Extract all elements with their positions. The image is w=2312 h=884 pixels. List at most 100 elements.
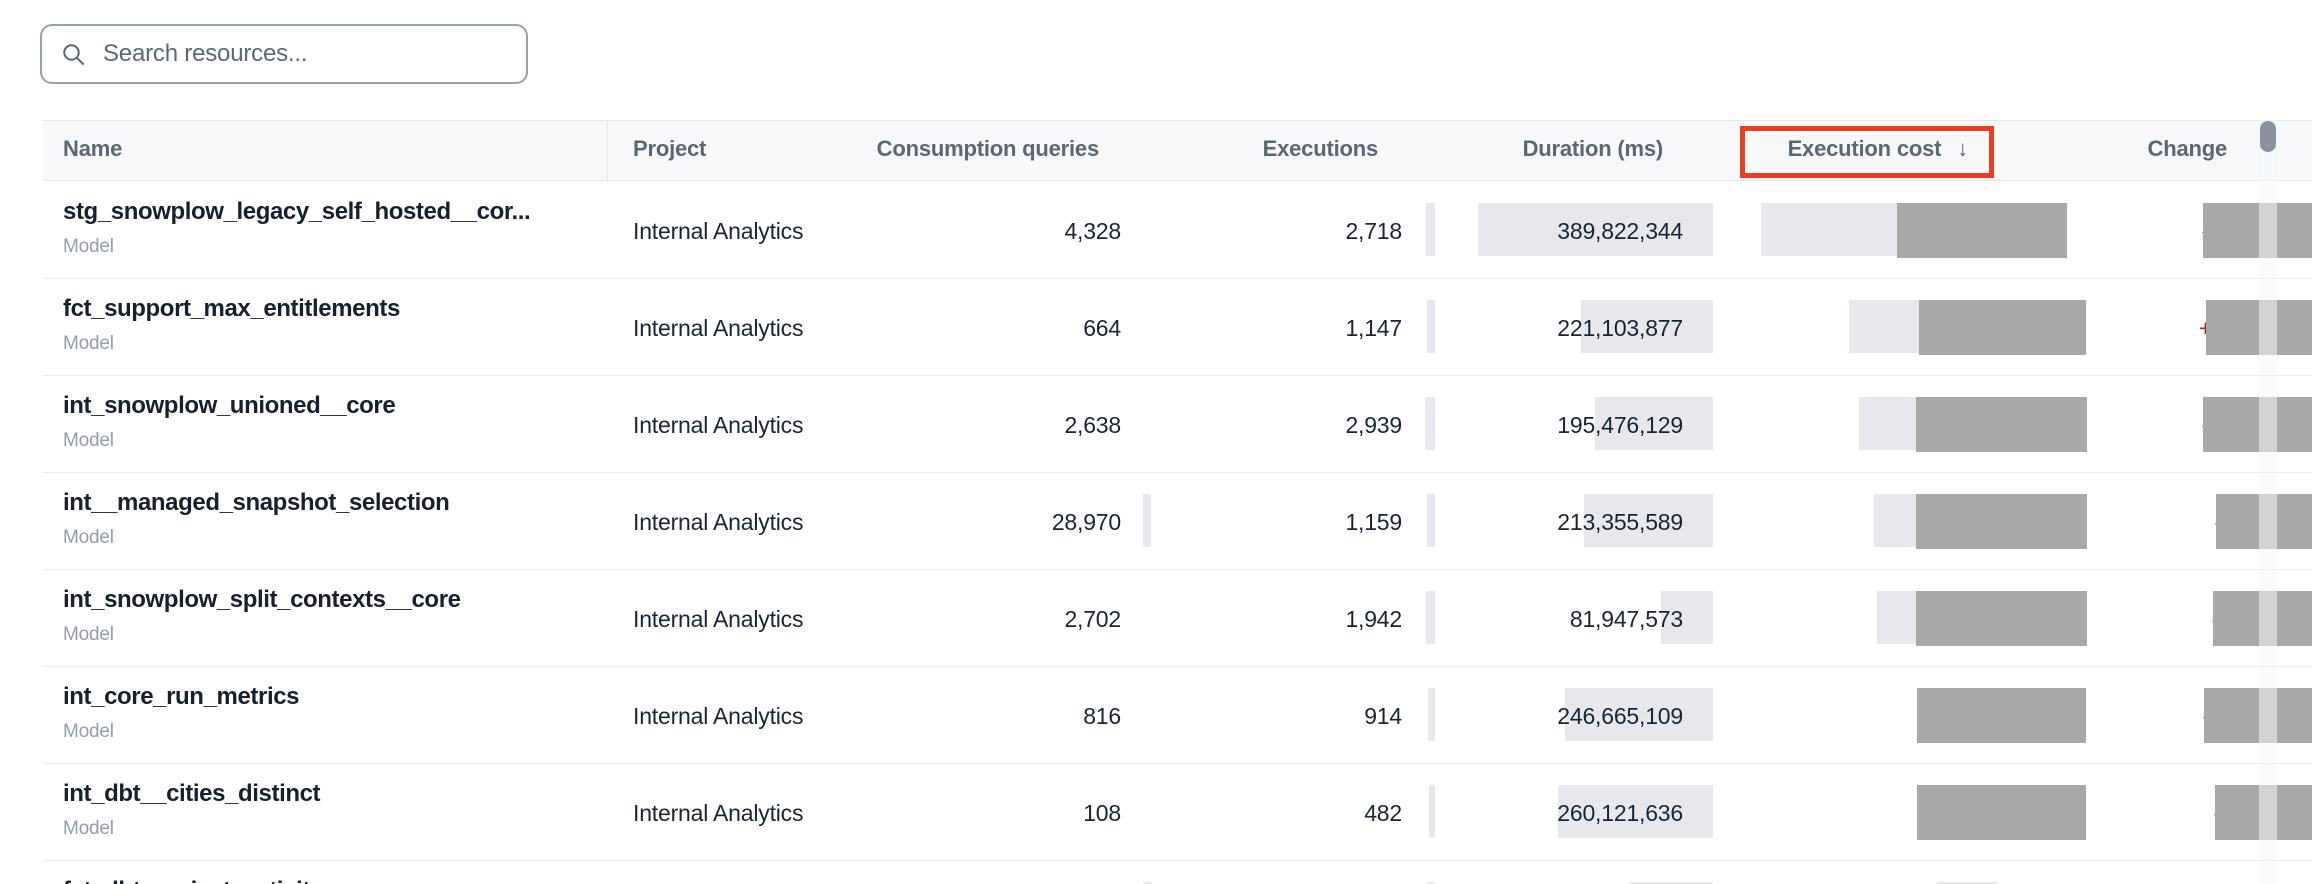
table-row[interactable]: stg_snowplow_legacy_self_hosted__cor... … [43, 182, 2312, 279]
resource-type: Model [63, 624, 114, 645]
executions-cell: 2,718 [1345, 218, 1402, 244]
execution-cost-bar [1937, 882, 1997, 884]
consumption-queries-cell: 4,328 [1064, 218, 1121, 244]
cost-redaction-block [1916, 494, 2087, 549]
project-cell: Internal Analytics [633, 800, 804, 826]
resource-type: Model [63, 430, 114, 451]
resource-name[interactable]: fct_support_max_entitlements [63, 295, 400, 322]
executions-cell: 1,147 [1345, 315, 1402, 341]
cost-redaction-block [1916, 591, 2087, 646]
executions-bar [1426, 591, 1435, 644]
duration-bar [1581, 300, 1713, 353]
column-header-change[interactable]: Change [2147, 136, 2228, 161]
resource-type: Model [63, 721, 114, 742]
resource-name[interactable]: int_snowplow_split_contexts__core [63, 586, 461, 613]
project-cell: Internal Analytics [633, 315, 804, 341]
project-cell: Internal Analytics [633, 509, 804, 535]
duration-bar [1595, 397, 1713, 450]
resource-name[interactable]: int_snowplow_unioned__core [63, 392, 396, 419]
executions-cell: 914 [1364, 703, 1402, 729]
duration-cell: 195,476,129 [1557, 412, 1683, 438]
executions-bar [1427, 882, 1435, 884]
execution-cost-bar [1877, 591, 1916, 644]
table-row[interactable]: int_dbt__cities_distinct Model Internal … [43, 764, 2312, 861]
duration-bar [1565, 688, 1713, 741]
consumption-queries-cell: 28,970 [1051, 509, 1121, 535]
duration-cell: 389,822,344 [1557, 218, 1683, 244]
consumption-bar [1143, 494, 1151, 547]
project-cell: Internal Analytics [633, 218, 804, 244]
resource-name[interactable]: stg_snowplow_legacy_self_hosted__cor... [63, 198, 531, 225]
executions-bar [1427, 494, 1435, 547]
change-redaction-block [2203, 203, 2312, 258]
duration-cell: 221,103,877 [1557, 315, 1683, 341]
executions-cell: 1,942 [1345, 606, 1402, 632]
resource-name[interactable]: int_core_run_metrics [63, 683, 300, 710]
duration-bar [1584, 494, 1713, 547]
table-row[interactable]: fct_dbt_project_activity Model [43, 861, 2312, 884]
project-cell: Internal Analytics [633, 412, 804, 438]
duration-bar [1478, 203, 1713, 256]
executions-bar [1428, 688, 1435, 741]
duration-cell: 213,355,589 [1557, 509, 1683, 535]
resource-name[interactable]: int__managed_snapshot_selection [63, 489, 450, 516]
execution-cost-bar [1849, 300, 1919, 353]
column-header-name[interactable]: Name [63, 136, 123, 161]
resource-name[interactable]: fct_dbt_project_activity [63, 877, 323, 884]
executions-cell: 482 [1364, 800, 1402, 826]
consumption-bar [1143, 882, 1151, 884]
duration-cell: 260,121,636 [1557, 800, 1683, 826]
execution-cost-label: Execution cost [1787, 136, 1942, 161]
table-row[interactable]: int_snowplow_unioned__core Model Interna… [43, 376, 2312, 473]
consumption-queries-cell: 108 [1083, 800, 1121, 826]
duration-bar [1661, 591, 1713, 644]
search-box[interactable] [40, 24, 528, 84]
cost-redaction-block [1917, 785, 2086, 840]
executions-bar [1425, 397, 1435, 450]
execution-cost-bar [1859, 397, 1916, 450]
table-header [43, 120, 2312, 181]
cost-redaction-block [1916, 397, 2087, 452]
table-row[interactable]: int_snowplow_split_contexts__core Model … [43, 570, 2312, 667]
executions-bar [1429, 785, 1435, 838]
scrollbar-track[interactable] [2259, 120, 2277, 884]
scrollbar-thumb[interactable] [2260, 121, 2276, 152]
duration-cell: 81,947,573 [1569, 606, 1683, 632]
consumption-queries-cell: 2,702 [1064, 606, 1121, 632]
column-header-executions[interactable]: Executions [1262, 136, 1379, 161]
execution-cost-bar [1761, 203, 1897, 256]
executions-bar [1426, 203, 1435, 256]
resource-type: Model [63, 527, 114, 548]
execution-cost-bar [1874, 494, 1916, 547]
resource-type: Model [63, 333, 114, 354]
duration-bar [1629, 882, 1713, 884]
change-redaction-block [2204, 688, 2312, 743]
executions-bar [1427, 300, 1435, 353]
cost-redaction-block [1917, 688, 2086, 743]
duration-cell: 246,665,109 [1557, 703, 1683, 729]
executions-cell: 2,939 [1345, 412, 1402, 438]
sort-descending-icon: ↓ [1957, 136, 1968, 161]
column-header-duration[interactable]: Duration (ms) [1522, 136, 1664, 161]
cost-redaction-block [1919, 300, 2086, 355]
cost-redaction-block [1897, 203, 2067, 258]
table-row[interactable]: int__managed_snapshot_selection Model In… [43, 473, 2312, 570]
change-redaction-block [2203, 397, 2312, 452]
column-header-execution-cost[interactable]: Execution cost ↓ [1787, 136, 1969, 162]
executions-cell: 1,159 [1345, 509, 1402, 535]
resource-name[interactable]: int_dbt__cities_distinct [63, 780, 321, 807]
consumption-queries-cell: 816 [1083, 703, 1121, 729]
project-cell: Internal Analytics [633, 606, 804, 632]
table-row[interactable]: fct_support_max_entitlements Model Inter… [43, 279, 2312, 376]
table-row[interactable]: int_core_run_metrics Model Internal Anal… [43, 667, 2312, 764]
search-input[interactable] [103, 40, 508, 68]
column-header-project[interactable]: Project [633, 136, 707, 161]
column-header-consumption[interactable]: Consumption queries [876, 136, 1100, 161]
search-icon [63, 43, 85, 65]
consumption-queries-cell: 2,638 [1064, 412, 1121, 438]
duration-bar [1558, 785, 1713, 838]
project-cell: Internal Analytics [633, 703, 804, 729]
resource-type: Model [63, 818, 114, 839]
consumption-queries-cell: 664 [1083, 315, 1121, 341]
